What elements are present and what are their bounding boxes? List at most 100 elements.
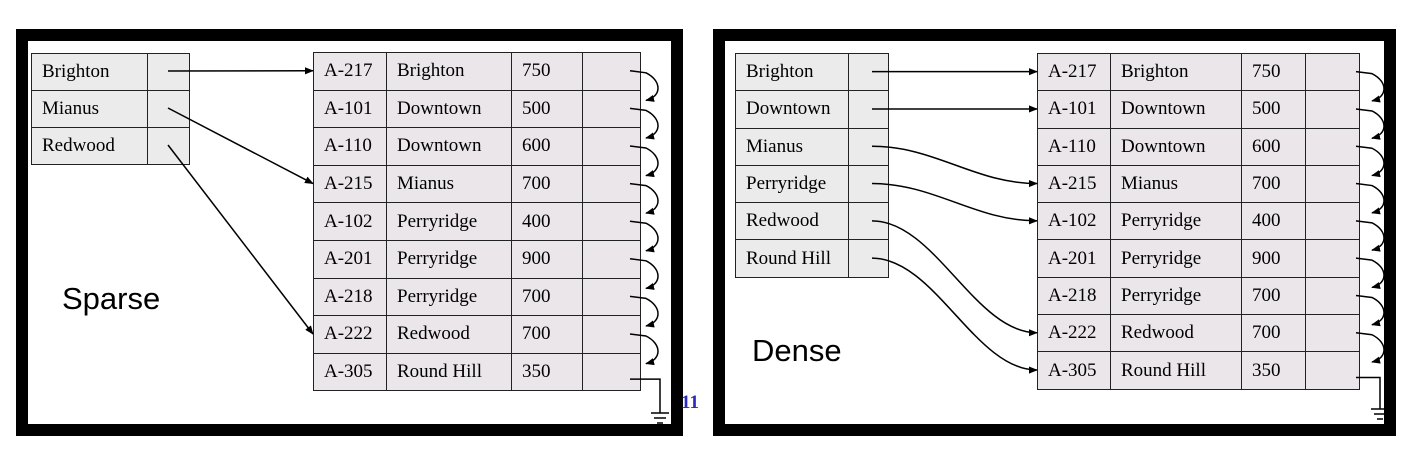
record-account: A-201: [1037, 239, 1111, 278]
record-account: A-101: [313, 89, 387, 129]
dense-index-arrow: [871, 257, 1038, 374]
record-balance: 700: [1241, 164, 1306, 204]
data-record: A-201 Perryridge 900: [1037, 239, 1360, 278]
index-key: Brighton: [735, 52, 849, 92]
record-account: A-305: [1037, 351, 1111, 390]
record-balance: 900: [1241, 239, 1306, 278]
sparse-next-record-arrow: [629, 333, 659, 366]
index-key: Mianus: [31, 90, 148, 128]
index-entry: Redwood: [735, 202, 889, 241]
record-next-pointer: [582, 352, 641, 392]
data-record: A-215 Mianus 700: [313, 164, 641, 204]
sparse-next-record-arrow: [629, 220, 659, 253]
index-key: Redwood: [31, 127, 148, 165]
data-record: A-215 Mianus 700: [1037, 164, 1360, 204]
dense-null-pointer-line: [1356, 376, 1381, 409]
index-key: Redwood: [735, 202, 849, 241]
dense-next-record-arrow: [1355, 108, 1385, 140]
record-account: A-218: [1037, 276, 1111, 316]
record-branch: Perryridge: [1110, 202, 1242, 241]
record-account: A-110: [313, 127, 387, 166]
record-next-pointer: [582, 89, 641, 129]
record-branch: Mianus: [1110, 164, 1242, 204]
index-pointer: [848, 90, 889, 129]
index-entry: Brighton: [735, 52, 889, 92]
record-balance: 700: [1241, 314, 1306, 353]
record-next-pointer: [1305, 127, 1360, 166]
record-balance: 400: [1241, 202, 1306, 241]
sparse-next-record-arrow: [629, 145, 659, 178]
record-branch: Round Hill: [1110, 351, 1242, 390]
record-branch: Downtown: [386, 89, 512, 129]
record-branch: Redwood: [386, 315, 512, 354]
record-next-pointer: [1305, 164, 1360, 204]
sparse-next-record-arrow: [629, 295, 659, 328]
record-balance: 350: [1241, 351, 1306, 390]
record-account: A-215: [1037, 164, 1111, 204]
record-balance: 500: [1241, 90, 1306, 129]
record-branch: Brighton: [1110, 52, 1242, 92]
data-record: A-102 Perryridge 400: [1037, 202, 1360, 241]
index-key: Perryridge: [735, 164, 849, 204]
sparse-next-record-arrow: [629, 70, 659, 102]
dense-next-record-arrow: [1355, 332, 1385, 364]
dense-next-record-arrow: [1355, 257, 1385, 289]
dense-index-arrow: [871, 145, 1038, 188]
record-balance: 350: [511, 352, 583, 392]
index-entry: Brighton: [31, 53, 190, 91]
record-next-pointer: [1305, 276, 1360, 316]
record-account: A-215: [313, 164, 387, 204]
dense-index-arrow: [871, 182, 1038, 225]
data-record: A-201 Perryridge 900: [313, 239, 641, 279]
record-branch: Perryridge: [386, 202, 512, 241]
dense-next-record-arrow: [1355, 220, 1385, 252]
record-balance: 400: [511, 202, 583, 241]
record-branch: Perryridge: [386, 277, 512, 317]
data-record: A-218 Perryridge 700: [313, 277, 641, 317]
record-next-pointer: [1305, 90, 1360, 129]
record-branch: Redwood: [1110, 314, 1242, 353]
record-branch: Perryridge: [386, 239, 512, 279]
sparse-null-pointer-line: [630, 378, 661, 413]
dense-next-record-arrow: [1355, 70, 1385, 103]
sparse-data-file-table: A-217 Brighton 750 A-101 Downtown 500 A-110 Dow…: [313, 52, 641, 392]
record-next-pointer: [582, 239, 641, 279]
index-entry: Round Hill: [735, 239, 889, 278]
dense-next-record-arrow: [1355, 145, 1385, 178]
record-next-pointer: [1305, 351, 1360, 390]
record-branch: Round Hill: [386, 352, 512, 392]
index-key: Round Hill: [735, 239, 849, 278]
record-account: A-305: [313, 352, 387, 392]
data-record: A-217 Brighton 750: [1037, 52, 1360, 92]
data-record: A-101 Downtown 500: [1037, 90, 1360, 129]
sparse-null-ground-icon: [651, 412, 669, 424]
record-balance: 900: [511, 239, 583, 279]
sparse-index-arrow: [167, 144, 314, 335]
sparse-next-record-arrow: [629, 182, 659, 215]
sparse-caption: Sparse: [62, 281, 161, 316]
dense-index-arrow: [871, 220, 1038, 337]
data-record: A-110 Downtown 600: [1037, 127, 1360, 166]
index-entry: Downtown: [735, 90, 889, 129]
index-entry: Redwood: [31, 127, 190, 165]
data-record: A-305 Round Hill 350: [313, 352, 641, 392]
record-account: A-201: [313, 239, 387, 279]
record-balance: 750: [1241, 52, 1306, 92]
record-balance: 600: [511, 127, 583, 166]
data-record: A-305 Round Hill 350: [1037, 351, 1360, 390]
dense-next-record-arrow: [1355, 294, 1385, 327]
dense-null-ground-icon: [1371, 408, 1389, 420]
sparse-index-arrow: [167, 107, 314, 185]
slide-number: 11: [681, 392, 699, 413]
data-record: A-222 Redwood 700: [313, 315, 641, 354]
dense-data-file-table: A-217 Brighton 750 A-101 Downtown 500 A-110 Dow…: [1037, 52, 1360, 390]
record-balance: 700: [511, 164, 583, 204]
record-branch: Perryridge: [1110, 276, 1242, 316]
sparse-next-record-arrow: [629, 258, 659, 290]
data-record: A-222 Redwood 700: [1037, 314, 1360, 353]
data-record: A-101 Downtown 500: [313, 89, 641, 129]
record-account: A-217: [313, 52, 387, 91]
record-branch: Mianus: [386, 164, 512, 204]
dense-index-table: Brighton Downtown Mianus Perryridge Redwood R…: [735, 52, 889, 278]
